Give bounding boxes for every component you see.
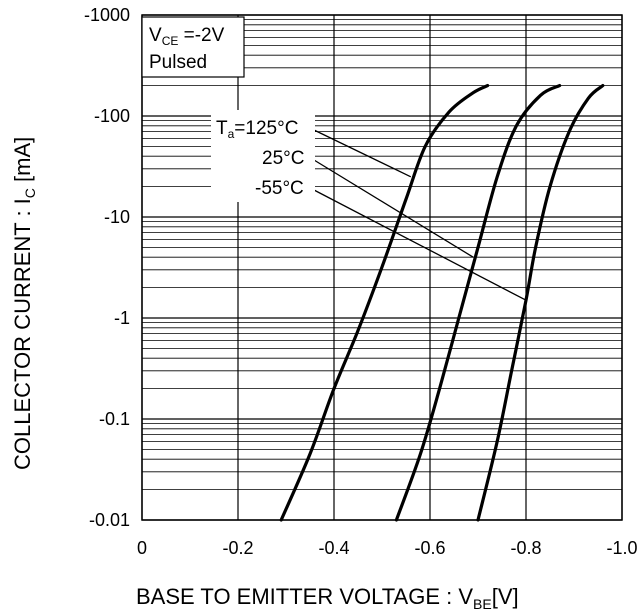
y-tick-label: -100 bbox=[94, 106, 130, 126]
y-tick-label: -0.01 bbox=[89, 510, 130, 530]
y-tick-label: -0.1 bbox=[99, 409, 130, 429]
series-line-125c bbox=[279, 84, 490, 522]
grid-minor bbox=[142, 19, 622, 490]
x-axis-title: BASE TO EMITTER VOLTAGE : VBE[V] bbox=[136, 584, 519, 612]
x-tick-label: -0.2 bbox=[222, 538, 253, 558]
leader-line-series-line-25c bbox=[313, 159, 474, 258]
series-label-box: Ta=125°C 25°C -55°C bbox=[211, 110, 315, 202]
plot-frame bbox=[141, 14, 623, 521]
series-line-25c bbox=[394, 84, 562, 522]
x-tick-label: 0 bbox=[137, 538, 147, 558]
series-curves bbox=[279, 84, 605, 522]
conditions-line2: Pulsed bbox=[149, 52, 207, 73]
y-axis-title: COLLECTOR CURRENT : IC [mA] bbox=[10, 137, 38, 470]
y-tick-label: -1000 bbox=[84, 5, 130, 25]
series-label-minus55: -55°C bbox=[255, 178, 304, 199]
conditions-line1: VCE =-2V bbox=[149, 25, 225, 48]
series-label-25: 25°C bbox=[262, 148, 304, 169]
y-tick-labels: -1000 -100 -10 -1 -0.1 -0.01 bbox=[84, 5, 130, 530]
conditions-box: VCE =-2V Pulsed bbox=[141, 16, 245, 78]
series-leader-lines bbox=[313, 129, 527, 301]
x-tick-label: -0.4 bbox=[318, 538, 349, 558]
leader-line-series-line-minus55c bbox=[313, 189, 527, 301]
x-tick-label: -0.8 bbox=[510, 538, 541, 558]
y-tick-label: -1 bbox=[114, 308, 130, 328]
x-tick-label: -1.0 bbox=[606, 538, 637, 558]
leader-line-series-line-125c bbox=[313, 129, 412, 178]
series-line-minus55c bbox=[476, 84, 605, 522]
series-label-125: Ta=125°C bbox=[216, 118, 298, 141]
x-tick-labels: 0 -0.2 -0.4 -0.6 -0.8 -1.0 bbox=[137, 538, 638, 558]
x-tick-label: -0.6 bbox=[414, 538, 445, 558]
y-tick-label: -10 bbox=[104, 207, 130, 227]
